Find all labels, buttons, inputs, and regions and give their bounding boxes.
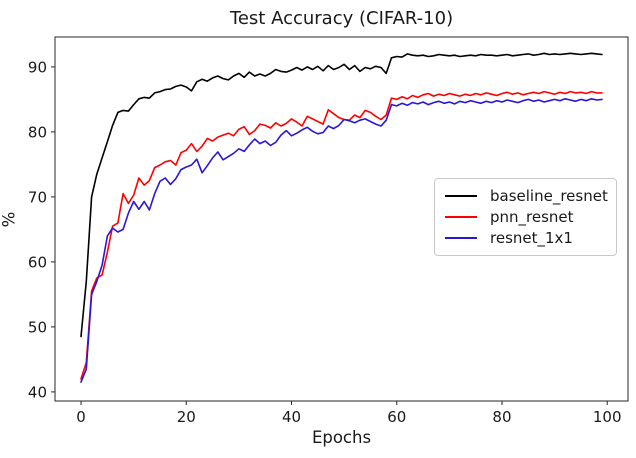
x-tick-label: 20 <box>177 408 196 426</box>
y-tick-label: 70 <box>28 188 47 206</box>
plot-border <box>54 36 629 402</box>
x-axis-label: Epochs <box>311 428 372 447</box>
x-tick-label: 60 <box>387 408 406 426</box>
chart-title: Test Accuracy (CIFAR-10) <box>229 8 454 29</box>
legend-line-swatch-black <box>445 194 477 197</box>
x-tick-label: 80 <box>492 408 511 426</box>
legend-item-baseline-resnet: baseline_resnet <box>445 186 608 205</box>
legend-line-swatch-red <box>445 215 477 218</box>
series-line-baseline_resnet <box>80 52 603 338</box>
y-tick-label: 40 <box>28 383 47 401</box>
x-tick-label: 0 <box>76 408 86 426</box>
legend-label: pnn_resnet <box>490 207 574 226</box>
y-axis-label: % <box>0 211 19 228</box>
legend-label: resnet_1x1 <box>490 229 573 248</box>
y-tick-label: 50 <box>28 318 47 336</box>
series-line-resnet_1x1 <box>80 98 603 383</box>
x-tick-label: 100 <box>593 408 622 426</box>
legend-label: baseline_resnet <box>490 186 608 205</box>
legend-line-swatch-blue <box>445 237 477 240</box>
legend: baseline_resnet pnn_resnet resnet_1x1 <box>434 178 617 256</box>
legend-item-resnet-1x1: resnet_1x1 <box>445 229 606 247</box>
y-tick-label: 60 <box>28 253 47 271</box>
x-tick-label: 40 <box>282 408 301 426</box>
legend-item-pnn-resnet: pnn_resnet <box>445 208 606 226</box>
series-line-pnn_resnet <box>80 90 603 380</box>
y-tick-label: 80 <box>28 123 47 141</box>
y-tick-label: 90 <box>28 58 47 76</box>
